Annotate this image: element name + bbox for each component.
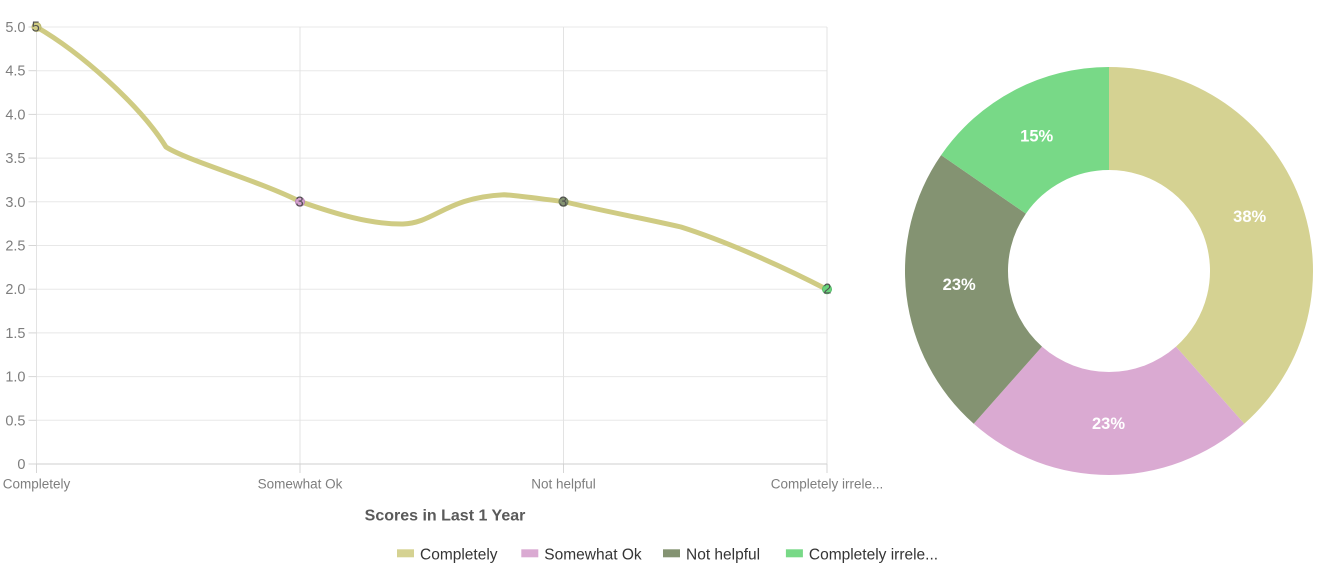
svg-text:1.5: 1.5 xyxy=(5,326,25,342)
svg-text:23%: 23% xyxy=(1092,415,1125,433)
svg-text:Somewhat Ok: Somewhat Ok xyxy=(544,547,642,564)
svg-text:3: 3 xyxy=(559,194,567,210)
svg-text:3.5: 3.5 xyxy=(5,151,25,167)
svg-text:Completely irrele...: Completely irrele... xyxy=(809,547,938,564)
svg-text:Somewhat Ok: Somewhat Ok xyxy=(258,477,343,492)
svg-text:15%: 15% xyxy=(1020,127,1053,145)
svg-text:38%: 38% xyxy=(1233,208,1266,226)
svg-text:1.0: 1.0 xyxy=(5,370,25,386)
svg-text:0.5: 0.5 xyxy=(5,413,25,429)
svg-text:Scores in Last 1 Year: Scores in Last 1 Year xyxy=(365,508,526,525)
svg-text:Not helpful: Not helpful xyxy=(531,477,596,492)
svg-text:Completely: Completely xyxy=(420,547,498,564)
svg-text:3: 3 xyxy=(296,194,304,210)
svg-text:2.5: 2.5 xyxy=(5,239,25,255)
svg-text:Completely irrele...: Completely irrele... xyxy=(771,477,884,492)
svg-text:Not helpful: Not helpful xyxy=(686,547,760,564)
svg-text:4.0: 4.0 xyxy=(5,107,25,123)
svg-text:5.0: 5.0 xyxy=(5,20,25,36)
svg-text:2.0: 2.0 xyxy=(5,282,25,298)
svg-text:4.5: 4.5 xyxy=(5,64,25,80)
svg-text:0: 0 xyxy=(17,457,25,473)
svg-text:2: 2 xyxy=(823,282,831,298)
svg-text:Completely: Completely xyxy=(3,477,71,492)
svg-text:3.0: 3.0 xyxy=(5,195,25,211)
svg-text:5: 5 xyxy=(32,20,40,36)
svg-text:23%: 23% xyxy=(943,276,976,294)
